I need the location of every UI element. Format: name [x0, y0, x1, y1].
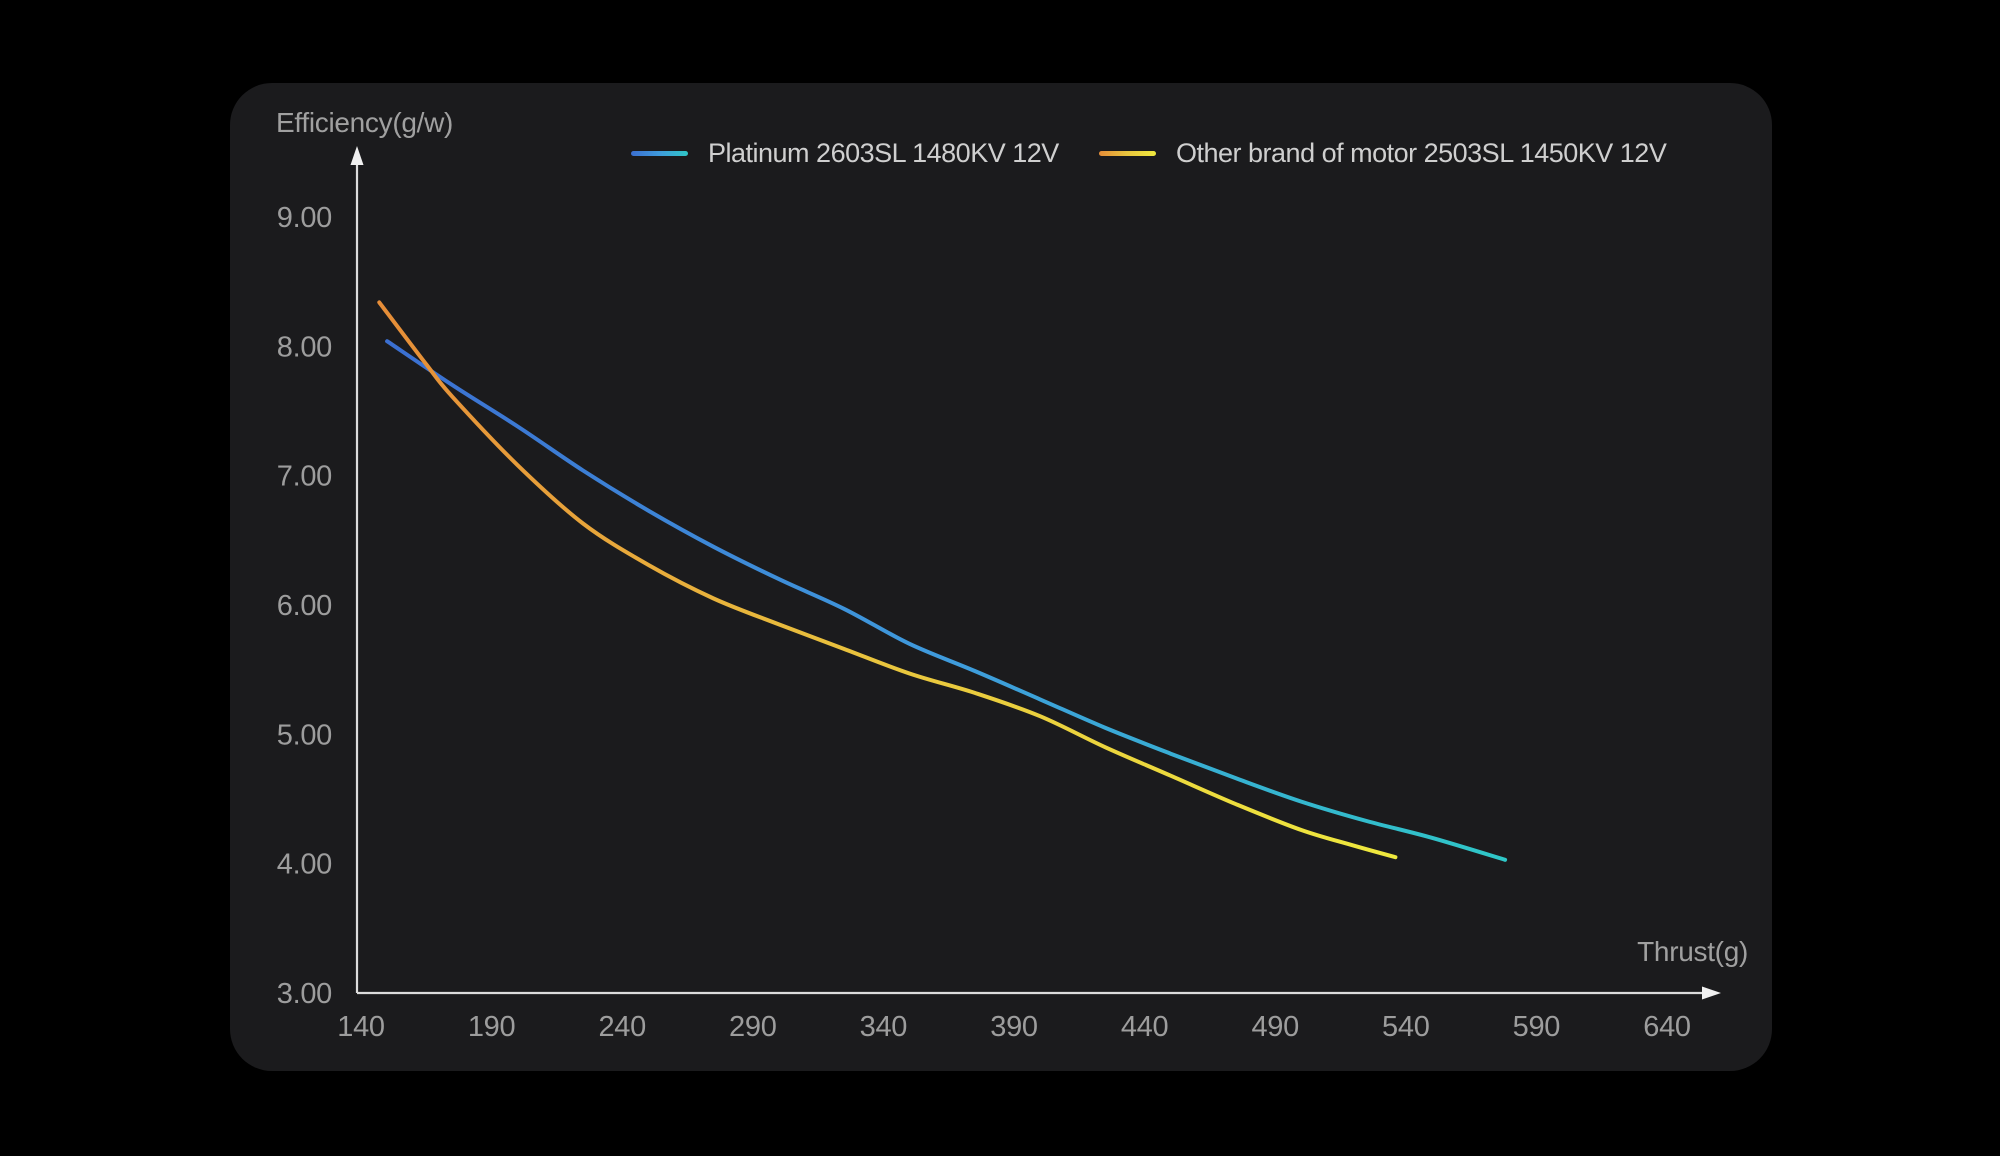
series-curves — [377, 300, 1508, 862]
x-tick-label: 340 — [860, 1011, 908, 1043]
x-tick-label: 290 — [729, 1011, 777, 1043]
x-tick-label: 140 — [337, 1011, 385, 1043]
y-tick-label: 9.00 — [277, 202, 332, 234]
x-axis-tick-labels: 140 190 240 290 340 390 440 490 540 590 640 — [337, 1011, 1691, 1043]
legend-item-platinum: Platinum 2603SL 1480KV 12V — [631, 134, 1059, 172]
x-axis-arrow-icon — [1702, 986, 1721, 1000]
y-tick-label: 7.00 — [277, 461, 332, 493]
y-tick-label: 4.00 — [277, 849, 332, 881]
legend-swatch-other-brand-icon — [1099, 150, 1156, 156]
legend-label-other-brand: Other brand of motor 2503SL 1450KV 12V — [1176, 137, 1667, 168]
x-tick-label: 540 — [1382, 1011, 1430, 1043]
legend-item-other-brand: Other brand of motor 2503SL 1450KV 12V — [1099, 134, 1667, 172]
chart-panel — [230, 83, 1772, 1071]
x-axis-title: Thrust(g) — [1637, 936, 1748, 967]
y-tick-label: 6.00 — [277, 590, 332, 622]
x-tick-label: 240 — [598, 1011, 646, 1043]
series-line-platinum — [385, 339, 1508, 862]
x-tick-label: 590 — [1513, 1011, 1561, 1043]
y-axis-title: Efficiency(g/w) — [276, 107, 454, 138]
y-axis-arrow-icon — [350, 146, 364, 165]
x-tick-label: 440 — [1121, 1011, 1169, 1043]
legend-swatch-platinum-icon — [631, 150, 688, 156]
x-tick-label: 490 — [1251, 1011, 1299, 1043]
x-tick-label: 190 — [468, 1011, 516, 1043]
x-tick-label: 640 — [1643, 1011, 1691, 1043]
y-tick-label: 5.00 — [277, 719, 332, 751]
y-tick-label: 3.00 — [277, 978, 332, 1010]
y-tick-label: 8.00 — [277, 331, 332, 363]
legend-label-platinum: Platinum 2603SL 1480KV 12V — [708, 137, 1059, 168]
x-tick-label: 390 — [990, 1011, 1038, 1043]
series-line-other-brand — [377, 300, 1398, 860]
y-axis-tick-labels: 3.00 4.00 5.00 6.00 7.00 8.00 9.00 — [277, 202, 333, 1010]
